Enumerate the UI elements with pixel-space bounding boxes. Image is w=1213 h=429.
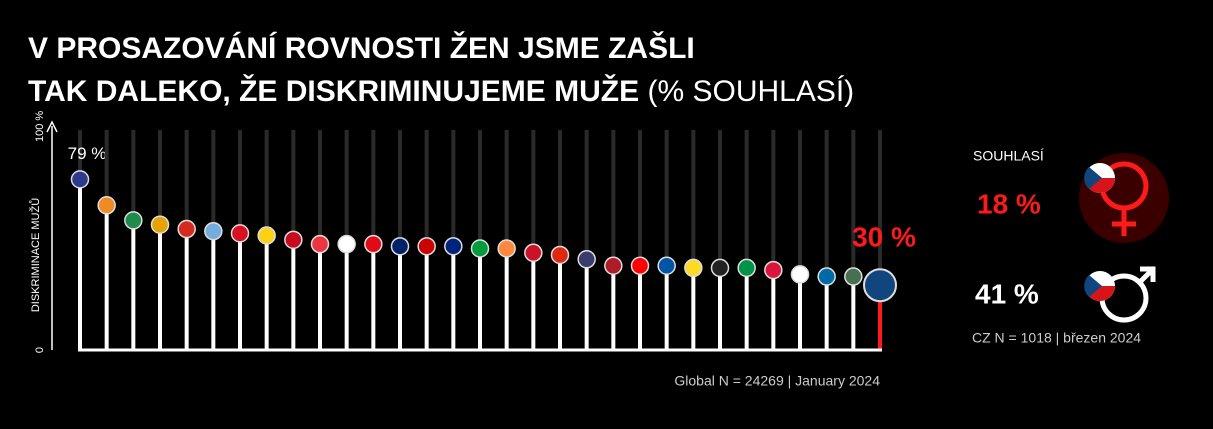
value-label: 79 % xyxy=(68,144,107,163)
marker xyxy=(764,260,783,280)
marker xyxy=(124,211,143,230)
marker xyxy=(390,237,410,256)
footnote: Global N = 24269 | January 2024 xyxy=(674,373,880,389)
chart-title: V PROSAZOVÁNÍ ROVNOSTI ŽEN JSME ZAŠLI xyxy=(28,31,695,65)
men-value: 41 % xyxy=(975,278,1039,309)
y-tick-label: 0 xyxy=(34,347,46,353)
panel-title: SOUHLASÍ xyxy=(973,148,1044,164)
marker xyxy=(524,243,543,263)
y-axis-label: DISKRIMINACE MUŽŮ xyxy=(29,198,42,312)
chart-title: TAK DALEKO, ŽE DISKRIMINUJEME MUŽE (% SO… xyxy=(28,74,854,108)
marker xyxy=(150,215,170,234)
marker xyxy=(204,221,223,241)
marker xyxy=(604,256,623,276)
women-value: 18 % xyxy=(977,188,1041,219)
marker xyxy=(817,267,836,286)
marker xyxy=(364,234,383,254)
marker xyxy=(657,256,676,276)
marker xyxy=(337,234,356,254)
cz-flag xyxy=(1084,271,1115,301)
marker xyxy=(790,265,810,284)
marker xyxy=(737,258,756,278)
marker xyxy=(497,239,516,258)
y-axis-arrow xyxy=(46,120,58,133)
marker xyxy=(684,258,703,278)
marker xyxy=(844,267,863,286)
chart-title-line: TAK DALEKO, ŽE DISKRIMINUJEME MUŽE xyxy=(28,74,639,108)
marker xyxy=(470,239,490,258)
panel-note: CZ N = 1018 | březen 2024 xyxy=(972,330,1141,346)
cz-flag xyxy=(1084,163,1115,193)
y-tick-label: 100 % xyxy=(34,111,46,142)
marker xyxy=(284,230,303,250)
marker xyxy=(444,237,463,256)
marker xyxy=(417,237,436,256)
marker xyxy=(863,268,897,303)
marker xyxy=(97,196,116,215)
marker xyxy=(550,245,570,265)
male-symbol-arrow xyxy=(1138,266,1156,284)
female-symbol-cross xyxy=(1112,208,1136,236)
marker xyxy=(310,234,330,254)
chart-subtitle: (% SOUHLASÍ) xyxy=(647,75,854,108)
marker xyxy=(177,219,196,239)
marker xyxy=(630,256,650,276)
value-label: 30 % xyxy=(852,222,916,253)
marker xyxy=(230,224,250,243)
marker xyxy=(257,226,276,245)
marker xyxy=(710,258,730,278)
marker xyxy=(70,170,90,189)
marker xyxy=(577,250,596,269)
